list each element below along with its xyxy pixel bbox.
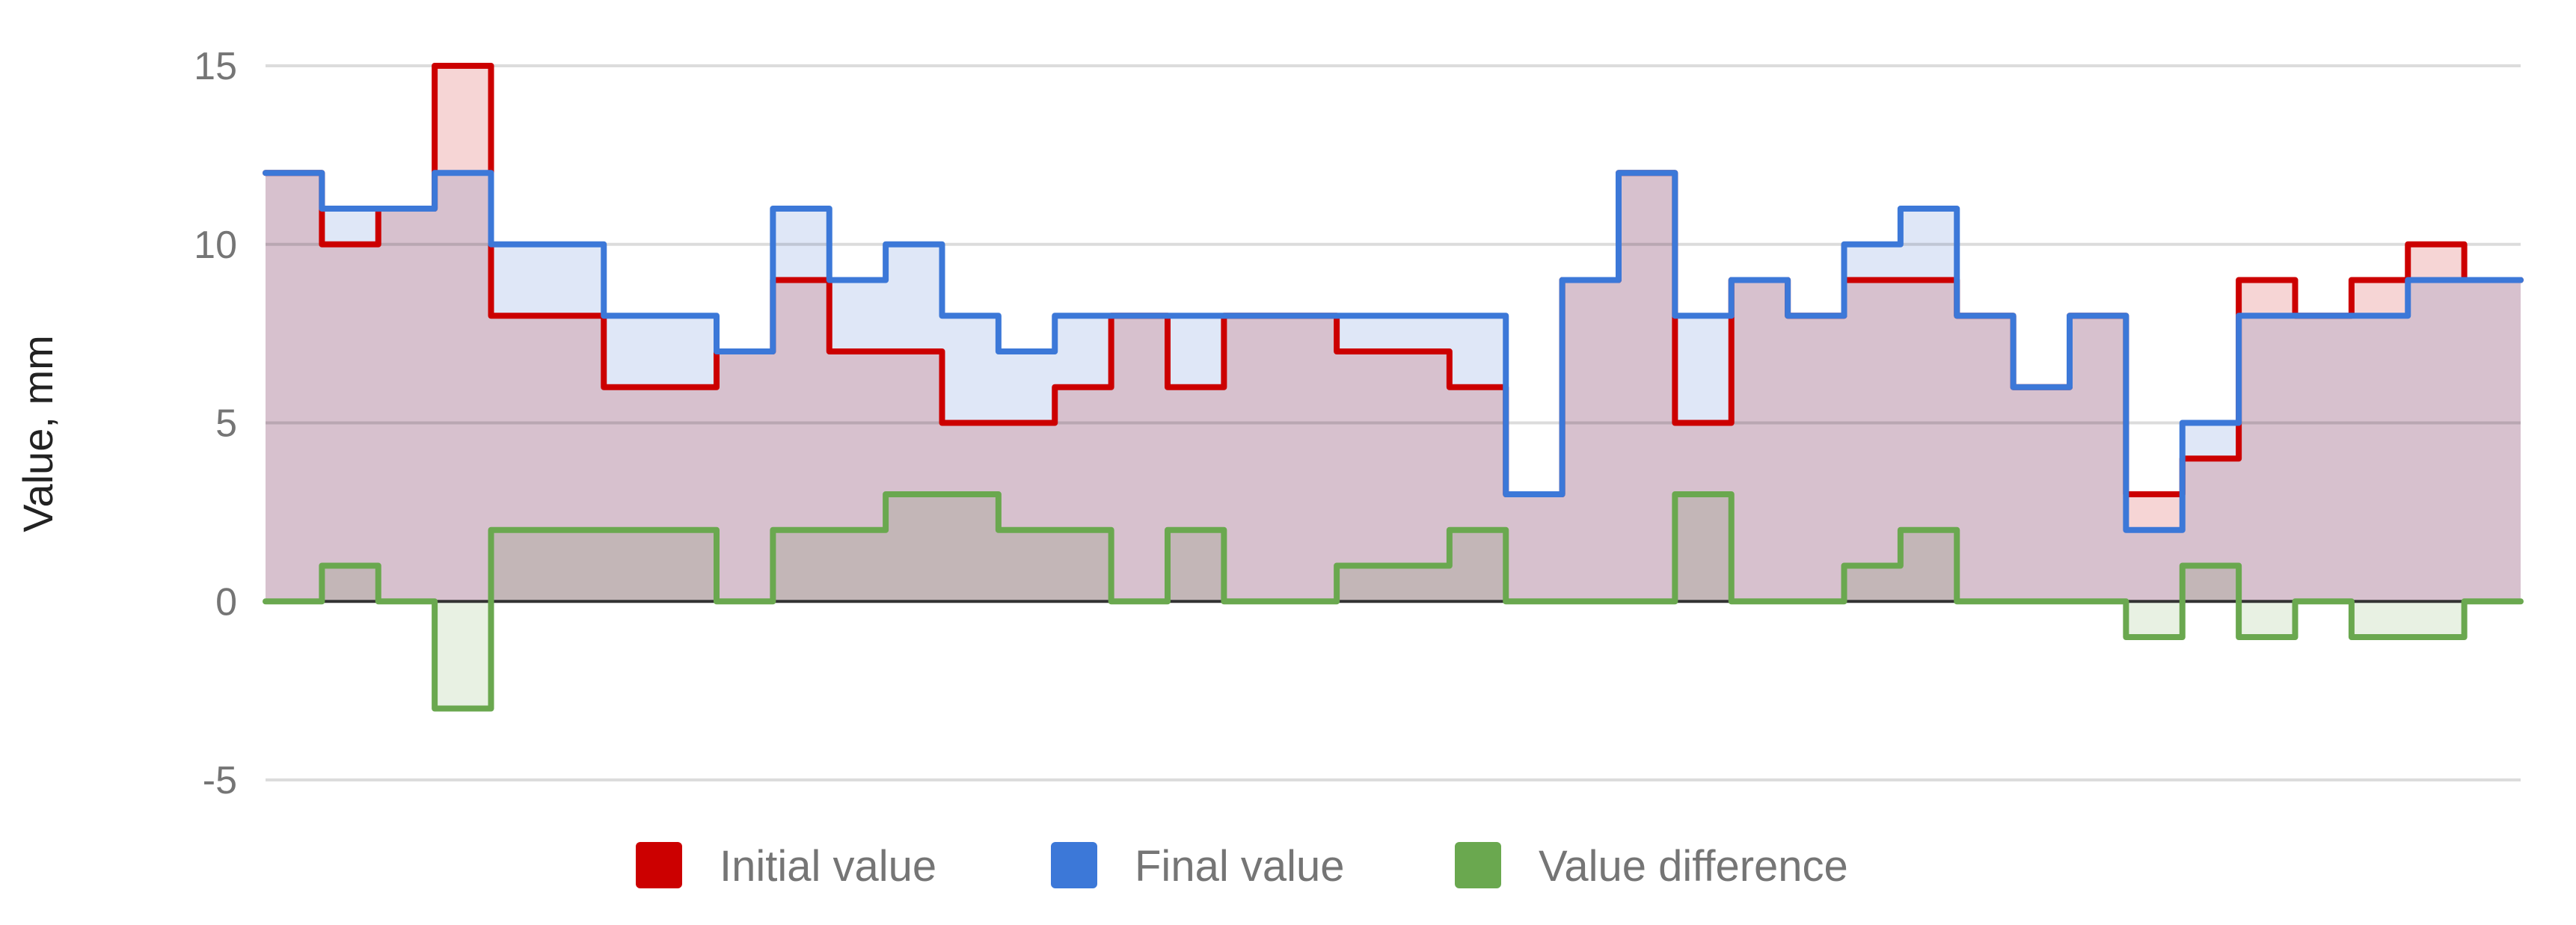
y-tick-label: -5 [203,759,237,802]
legend-label: Final value [1135,842,1344,891]
legend-item-final-value: Final value [1051,842,1344,891]
y-tick-label: 10 [194,224,237,267]
legend-label: Initial value [720,842,936,891]
y-tick-label: 0 [215,580,237,624]
y-axis-title: Value, mm [14,335,61,532]
final-value-line [263,170,2524,533]
value-difference-line [263,491,2524,712]
legend-swatch [1051,842,1097,888]
series-lines [263,63,2524,712]
y-tick-label: 15 [194,45,237,88]
legend: Initial value Final value Value difference [636,842,1848,891]
legend-swatch [1455,842,1501,888]
legend-swatch [636,842,682,888]
y-axis-tick-labels: -5 0 5 10 15 [194,45,237,802]
legend-label: Value difference [1539,842,1848,891]
legend-item-value-difference: Value difference [1455,842,1848,891]
y-tick-label: 5 [215,402,237,446]
legend-item-initial-value: Initial value [636,842,936,891]
